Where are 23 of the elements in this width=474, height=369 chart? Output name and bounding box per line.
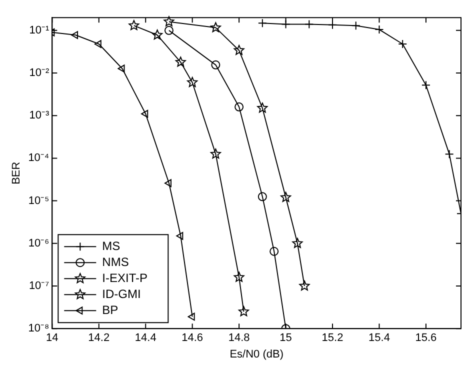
y-tick-label: 10⁻⁵ (28, 194, 50, 207)
y-tick-label: 10⁻¹ (29, 24, 50, 36)
legend-label: MS (102, 238, 120, 253)
y-tick-label: 10⁻⁷ (28, 280, 50, 292)
y-tick-label: 10⁻³ (29, 110, 50, 122)
x-tick-label: 14.4 (134, 332, 156, 344)
legend-label: NMS (102, 254, 129, 269)
x-tick-label: 14.2 (88, 332, 110, 344)
x-tick-label: 14 (46, 332, 58, 344)
legend-label: ID-GMI (102, 286, 141, 301)
y-tick-label: 10⁻⁴ (28, 152, 50, 164)
x-axis-title: Es/N0 (dB) (230, 348, 284, 360)
x-tick-label: 14.6 (182, 332, 204, 344)
legend-label: BP (102, 302, 118, 317)
x-tick-label: 14.8 (228, 332, 250, 344)
x-tick-label: 15.6 (415, 332, 437, 344)
y-tick-label: 10⁻² (29, 67, 50, 80)
x-tick-label: 15.2 (322, 332, 344, 344)
x-tick-label: 15 (280, 332, 292, 344)
y-tick-label: 10⁻⁶ (28, 237, 50, 250)
y-axis-title: BER (10, 162, 23, 184)
legend-label: I-EXIT-P (102, 270, 148, 285)
x-tick-label: 15.4 (368, 332, 390, 344)
